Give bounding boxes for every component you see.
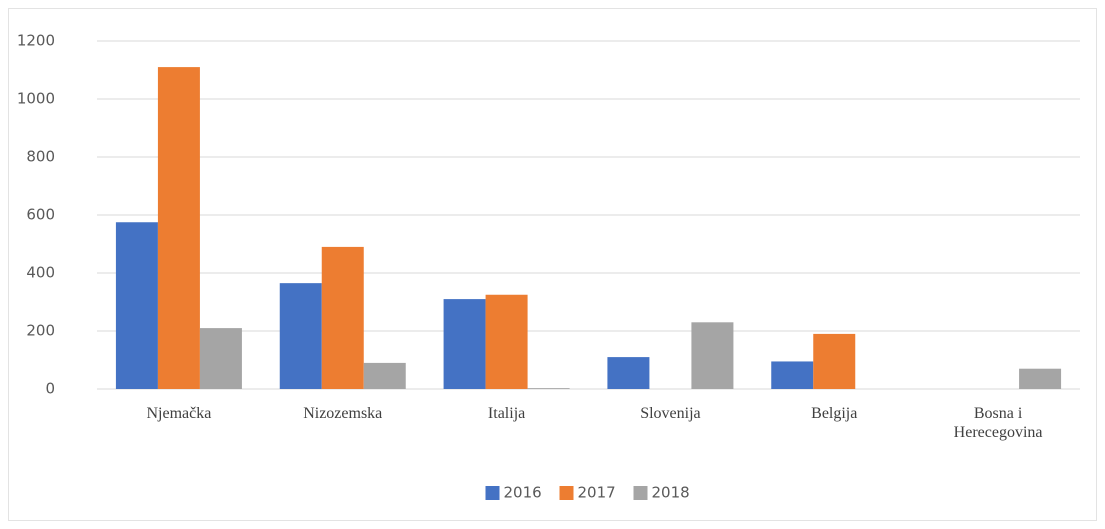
legend-swatch <box>633 486 648 500</box>
legend-label: 2016 <box>504 484 542 502</box>
bar <box>607 357 650 389</box>
bar <box>363 362 406 389</box>
x-tick-label: Njemačka <box>146 405 212 422</box>
chart-border <box>8 8 1097 521</box>
bar <box>157 67 200 389</box>
y-tick-label: 600 <box>26 206 55 224</box>
legend-swatch <box>559 486 574 500</box>
x-tick-label: Italija <box>487 405 526 422</box>
bar <box>771 361 814 389</box>
x-tick-label: Slovenija <box>640 405 701 422</box>
y-tick-label: 1000 <box>17 90 55 108</box>
bar <box>321 246 364 389</box>
y-tick-label: 1200 <box>17 32 55 50</box>
bar <box>527 388 570 389</box>
bar <box>691 322 734 389</box>
bar <box>199 328 242 389</box>
bar <box>813 333 856 389</box>
legend-label: 2017 <box>578 484 616 502</box>
y-tick-label: 400 <box>26 264 55 282</box>
bar <box>485 294 528 389</box>
x-tick-label: Bosna i Herecegovina <box>953 405 1043 441</box>
bar <box>443 299 486 389</box>
legend-swatch <box>485 486 500 500</box>
y-tick-label: 800 <box>26 148 55 166</box>
x-tick-label: Nizozemska <box>303 405 383 422</box>
legend-label: 2018 <box>652 484 690 502</box>
y-tick-label: 0 <box>45 380 55 398</box>
bar <box>1019 368 1062 389</box>
x-tick-label: Belgija <box>811 405 858 422</box>
y-tick-label: 200 <box>26 322 55 340</box>
bar <box>115 222 158 389</box>
bar <box>279 283 322 389</box>
